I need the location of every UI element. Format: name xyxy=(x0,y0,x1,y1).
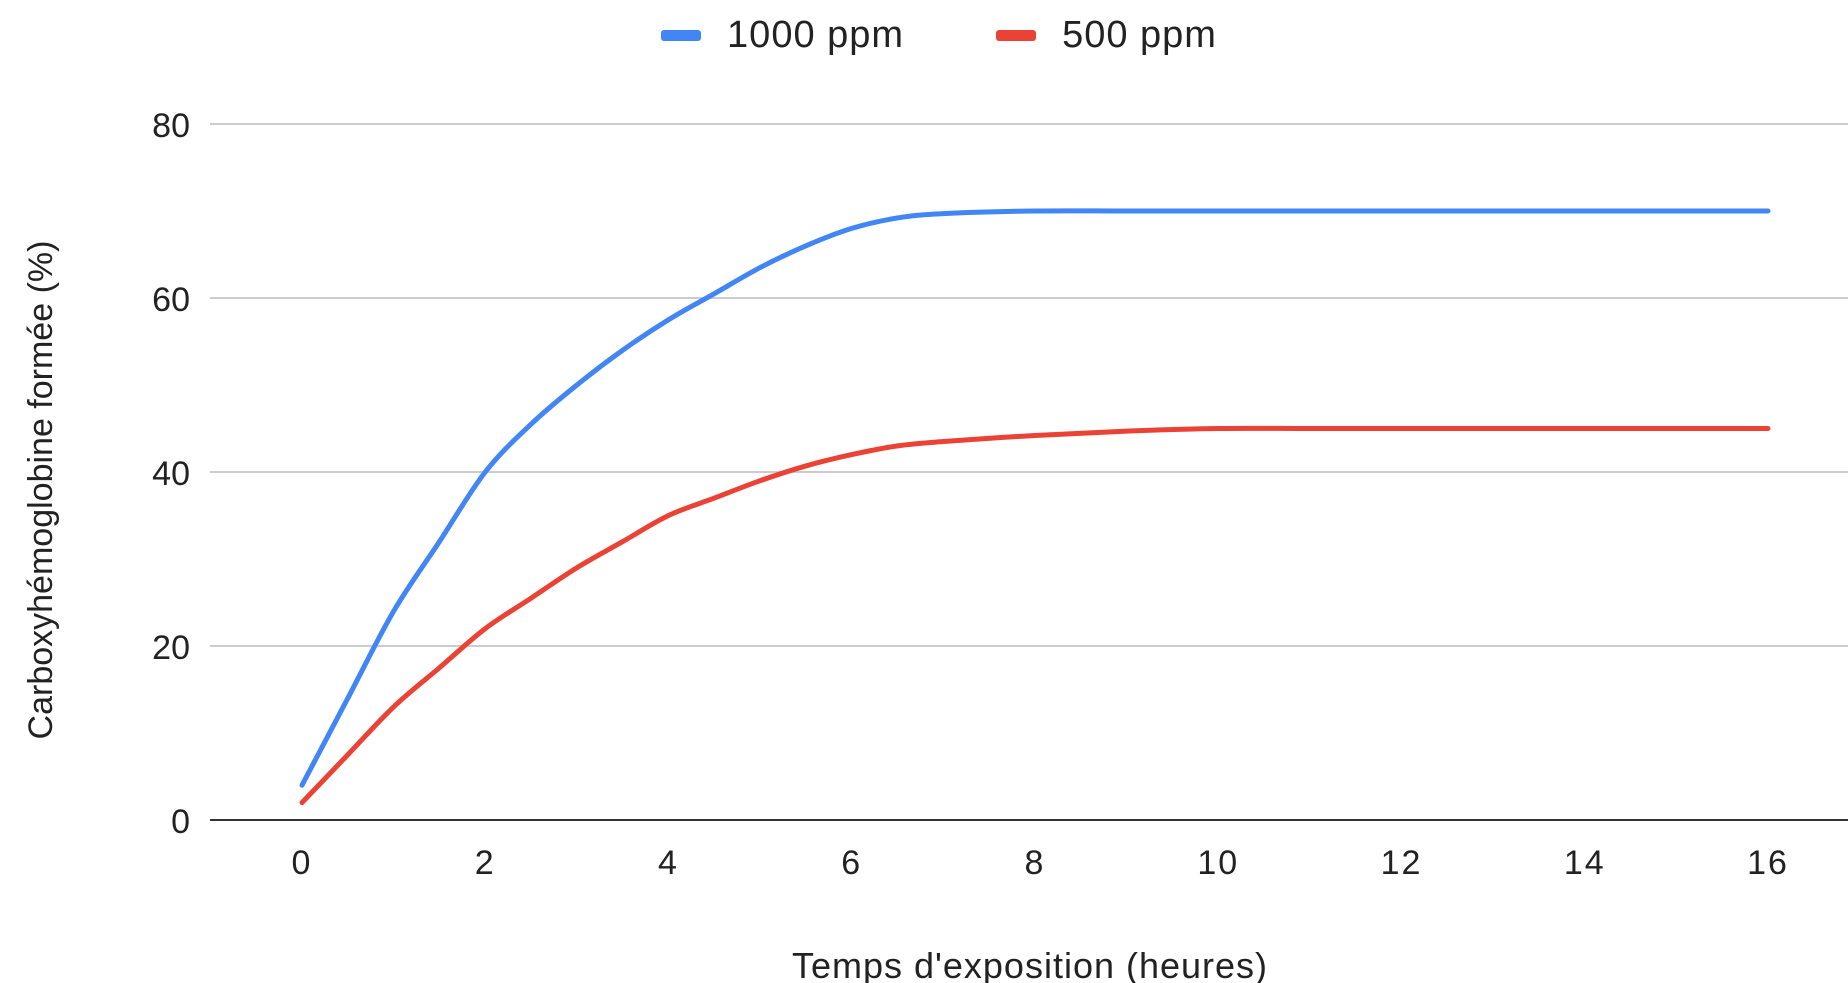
x-tick-labels: 0 2 4 6 8 10 12 14 16 xyxy=(292,844,1789,882)
y-tick-label: 60 xyxy=(152,281,190,319)
y-tick-label: 80 xyxy=(152,107,190,145)
y-tick-label: 20 xyxy=(152,629,190,667)
y-tick-labels: 0 20 40 60 80 xyxy=(152,107,190,841)
legend-item-500-ppm: 500 ppm xyxy=(996,14,1217,57)
legend-swatch-1000-ppm xyxy=(661,30,702,41)
y-tick-label: 0 xyxy=(171,803,190,841)
x-tick-label: 0 xyxy=(292,844,313,882)
series-layer xyxy=(299,208,1771,806)
legend-label-1000-ppm: 1000 ppm xyxy=(727,14,905,56)
series-line-1000-ppm xyxy=(299,208,1771,788)
y-tick-label: 40 xyxy=(152,455,190,493)
x-tick-label: 12 xyxy=(1381,844,1423,882)
series-line-500-ppm xyxy=(299,425,1771,806)
x-tick-label: 10 xyxy=(1197,844,1239,882)
legend-swatch-500-ppm xyxy=(996,30,1037,41)
x-tick-label: 14 xyxy=(1564,844,1606,882)
x-tick-label: 6 xyxy=(841,844,862,882)
gridlines xyxy=(210,123,1848,647)
x-tick-label: 4 xyxy=(658,844,679,882)
x-tick-label: 8 xyxy=(1025,844,1046,882)
legend-item-1000-ppm: 1000 ppm xyxy=(661,14,904,57)
y-axis-title: Carboxyhémoglobine formée (%) xyxy=(22,241,60,740)
x-axis-title: Temps d'exposition (heures) xyxy=(792,945,1268,983)
x-tick-label: 16 xyxy=(1747,844,1789,882)
x-tick-label: 2 xyxy=(475,844,496,882)
legend-label-500-ppm: 500 ppm xyxy=(1062,14,1217,56)
legend: 1000 ppm 500 ppm xyxy=(0,14,1848,57)
